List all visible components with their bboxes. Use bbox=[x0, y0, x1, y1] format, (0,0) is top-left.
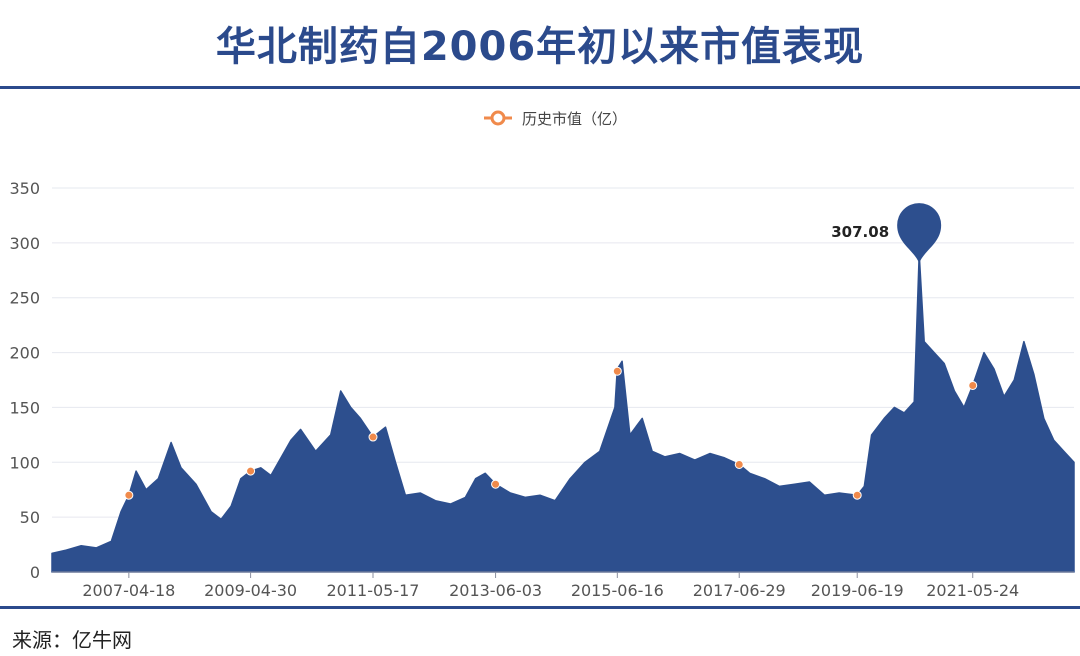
data-marker bbox=[734, 459, 744, 469]
y-tick-label: 0 bbox=[30, 563, 40, 582]
data-marker bbox=[368, 432, 378, 442]
y-tick-label: 50 bbox=[20, 508, 40, 527]
title-divider bbox=[0, 86, 1080, 89]
y-tick-label: 350 bbox=[9, 179, 40, 198]
legend-marker-icon bbox=[490, 110, 506, 126]
data-marker bbox=[124, 490, 134, 500]
y-tick-label: 200 bbox=[9, 344, 40, 363]
x-tick-label: 2013-06-03 bbox=[449, 581, 542, 600]
x-tick-label: 2007-04-18 bbox=[82, 581, 175, 600]
y-tick-label: 250 bbox=[9, 289, 40, 308]
data-marker bbox=[246, 466, 256, 476]
peak-pin-marker bbox=[897, 203, 942, 264]
x-tick-label: 2009-04-30 bbox=[204, 581, 297, 600]
x-tick-label: 2011-05-17 bbox=[327, 581, 420, 600]
data-marker bbox=[491, 479, 501, 489]
x-tick-label: 2021-05-24 bbox=[926, 581, 1019, 600]
y-tick-label: 300 bbox=[9, 234, 40, 253]
page-title: 华北制药自2006年初以来市值表现 bbox=[215, 24, 865, 70]
legend-label: 历史市值（亿） bbox=[522, 110, 627, 128]
x-tick-label: 2019-06-19 bbox=[811, 581, 904, 600]
y-tick-label: 150 bbox=[9, 398, 40, 417]
data-marker bbox=[852, 490, 862, 500]
x-tick-label: 2017-06-29 bbox=[693, 581, 786, 600]
peak-value-label: 307.08 bbox=[831, 223, 889, 241]
y-tick-label: 100 bbox=[9, 453, 40, 472]
data-marker bbox=[968, 380, 978, 390]
footer-divider bbox=[0, 606, 1080, 609]
x-tick-label: 2015-06-16 bbox=[571, 581, 664, 600]
source-note: 来源：亿牛网 bbox=[12, 628, 132, 652]
market-cap-area bbox=[51, 253, 1075, 573]
data-marker bbox=[612, 366, 622, 376]
